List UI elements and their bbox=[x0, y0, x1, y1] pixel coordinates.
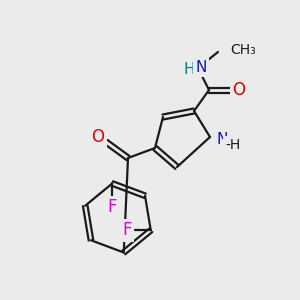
Text: CH₃: CH₃ bbox=[230, 43, 256, 57]
Text: F: F bbox=[122, 221, 131, 239]
Text: O: O bbox=[92, 128, 104, 146]
Text: F: F bbox=[107, 199, 117, 217]
Text: H: H bbox=[183, 62, 195, 77]
Text: N: N bbox=[216, 131, 228, 146]
Text: -H: -H bbox=[225, 138, 241, 152]
Text: N: N bbox=[195, 59, 207, 74]
Text: O: O bbox=[232, 81, 245, 99]
